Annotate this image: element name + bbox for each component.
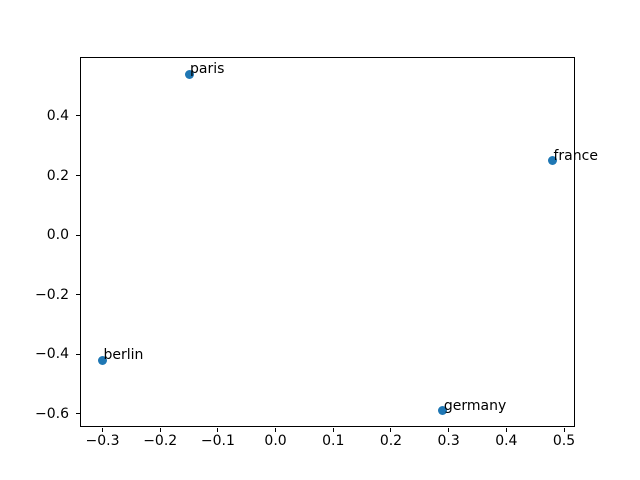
plot-area <box>80 57 575 427</box>
x-tick-label: 0.0 <box>264 433 287 449</box>
x-tick-mark <box>332 427 334 432</box>
y-tick-mark <box>76 115 80 117</box>
y-tick-label: −0.2 <box>35 286 69 303</box>
x-tick-mark <box>390 427 392 432</box>
y-tick-mark <box>76 234 80 236</box>
x-tick-mark <box>563 427 565 432</box>
y-tick-mark <box>76 175 80 177</box>
y-tick-mark <box>76 413 80 415</box>
y-tick-label: 0.0 <box>46 227 69 244</box>
x-tick-mark <box>275 427 277 432</box>
data-point-france <box>548 156 557 166</box>
y-tick-label: 0.2 <box>46 167 69 184</box>
data-point-paris <box>184 69 194 79</box>
data-point-berlin <box>98 355 107 365</box>
x-tick-mark <box>102 427 103 432</box>
point-label-germany: germany <box>443 397 507 414</box>
x-tick-label: −0.1 <box>200 433 235 449</box>
y-tick-mark <box>76 353 80 355</box>
y-tick-label: −0.4 <box>35 346 69 363</box>
y-tick-label: 0.4 <box>46 107 69 124</box>
x-tick-label: 0.4 <box>495 433 518 449</box>
x-tick-label: 0.3 <box>437 433 460 449</box>
data-point-germany <box>438 406 448 416</box>
x-tick-label: 0.1 <box>322 433 345 449</box>
x-tick-label: 0.5 <box>552 433 576 449</box>
x-tick-mark <box>448 427 450 432</box>
x-tick-label: −0.2 <box>143 433 178 449</box>
point-label-berlin: berlin <box>103 347 144 364</box>
y-tick-label: −0.6 <box>35 405 69 422</box>
x-tick-label: 0.2 <box>379 433 403 449</box>
x-tick-mark <box>159 427 161 432</box>
point-label-paris: paris <box>190 61 225 78</box>
point-label-france: france <box>553 147 598 164</box>
x-tick-mark <box>505 427 507 432</box>
x-tick-label: −0.3 <box>85 433 120 449</box>
y-tick-mark <box>76 294 80 296</box>
x-tick-mark <box>217 427 219 432</box>
